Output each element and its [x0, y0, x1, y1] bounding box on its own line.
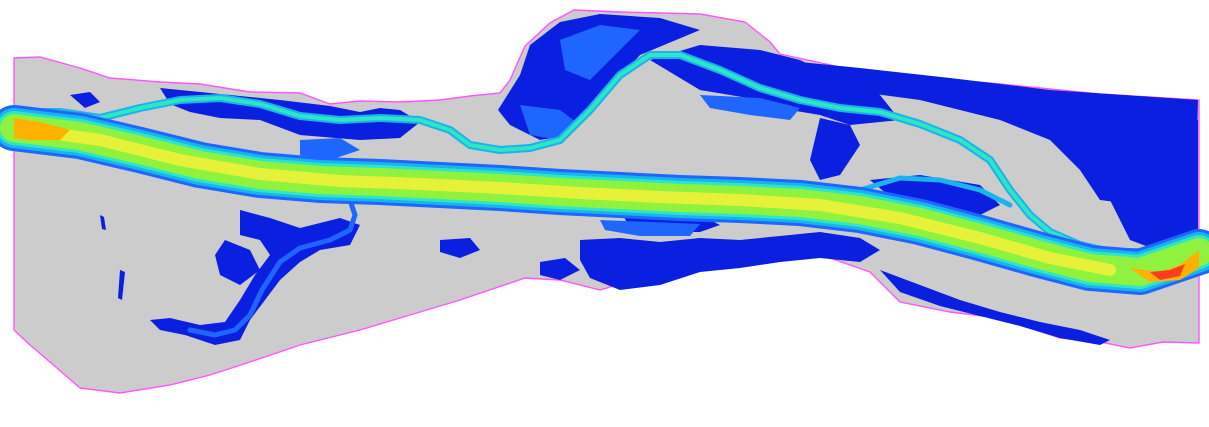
low-zones [300, 25, 800, 236]
meander-channel-lower [187, 197, 358, 338]
main-river-channel [0, 105, 1209, 295]
high-velocity-zones [14, 118, 1199, 282]
side-channel-right [857, 175, 1013, 208]
